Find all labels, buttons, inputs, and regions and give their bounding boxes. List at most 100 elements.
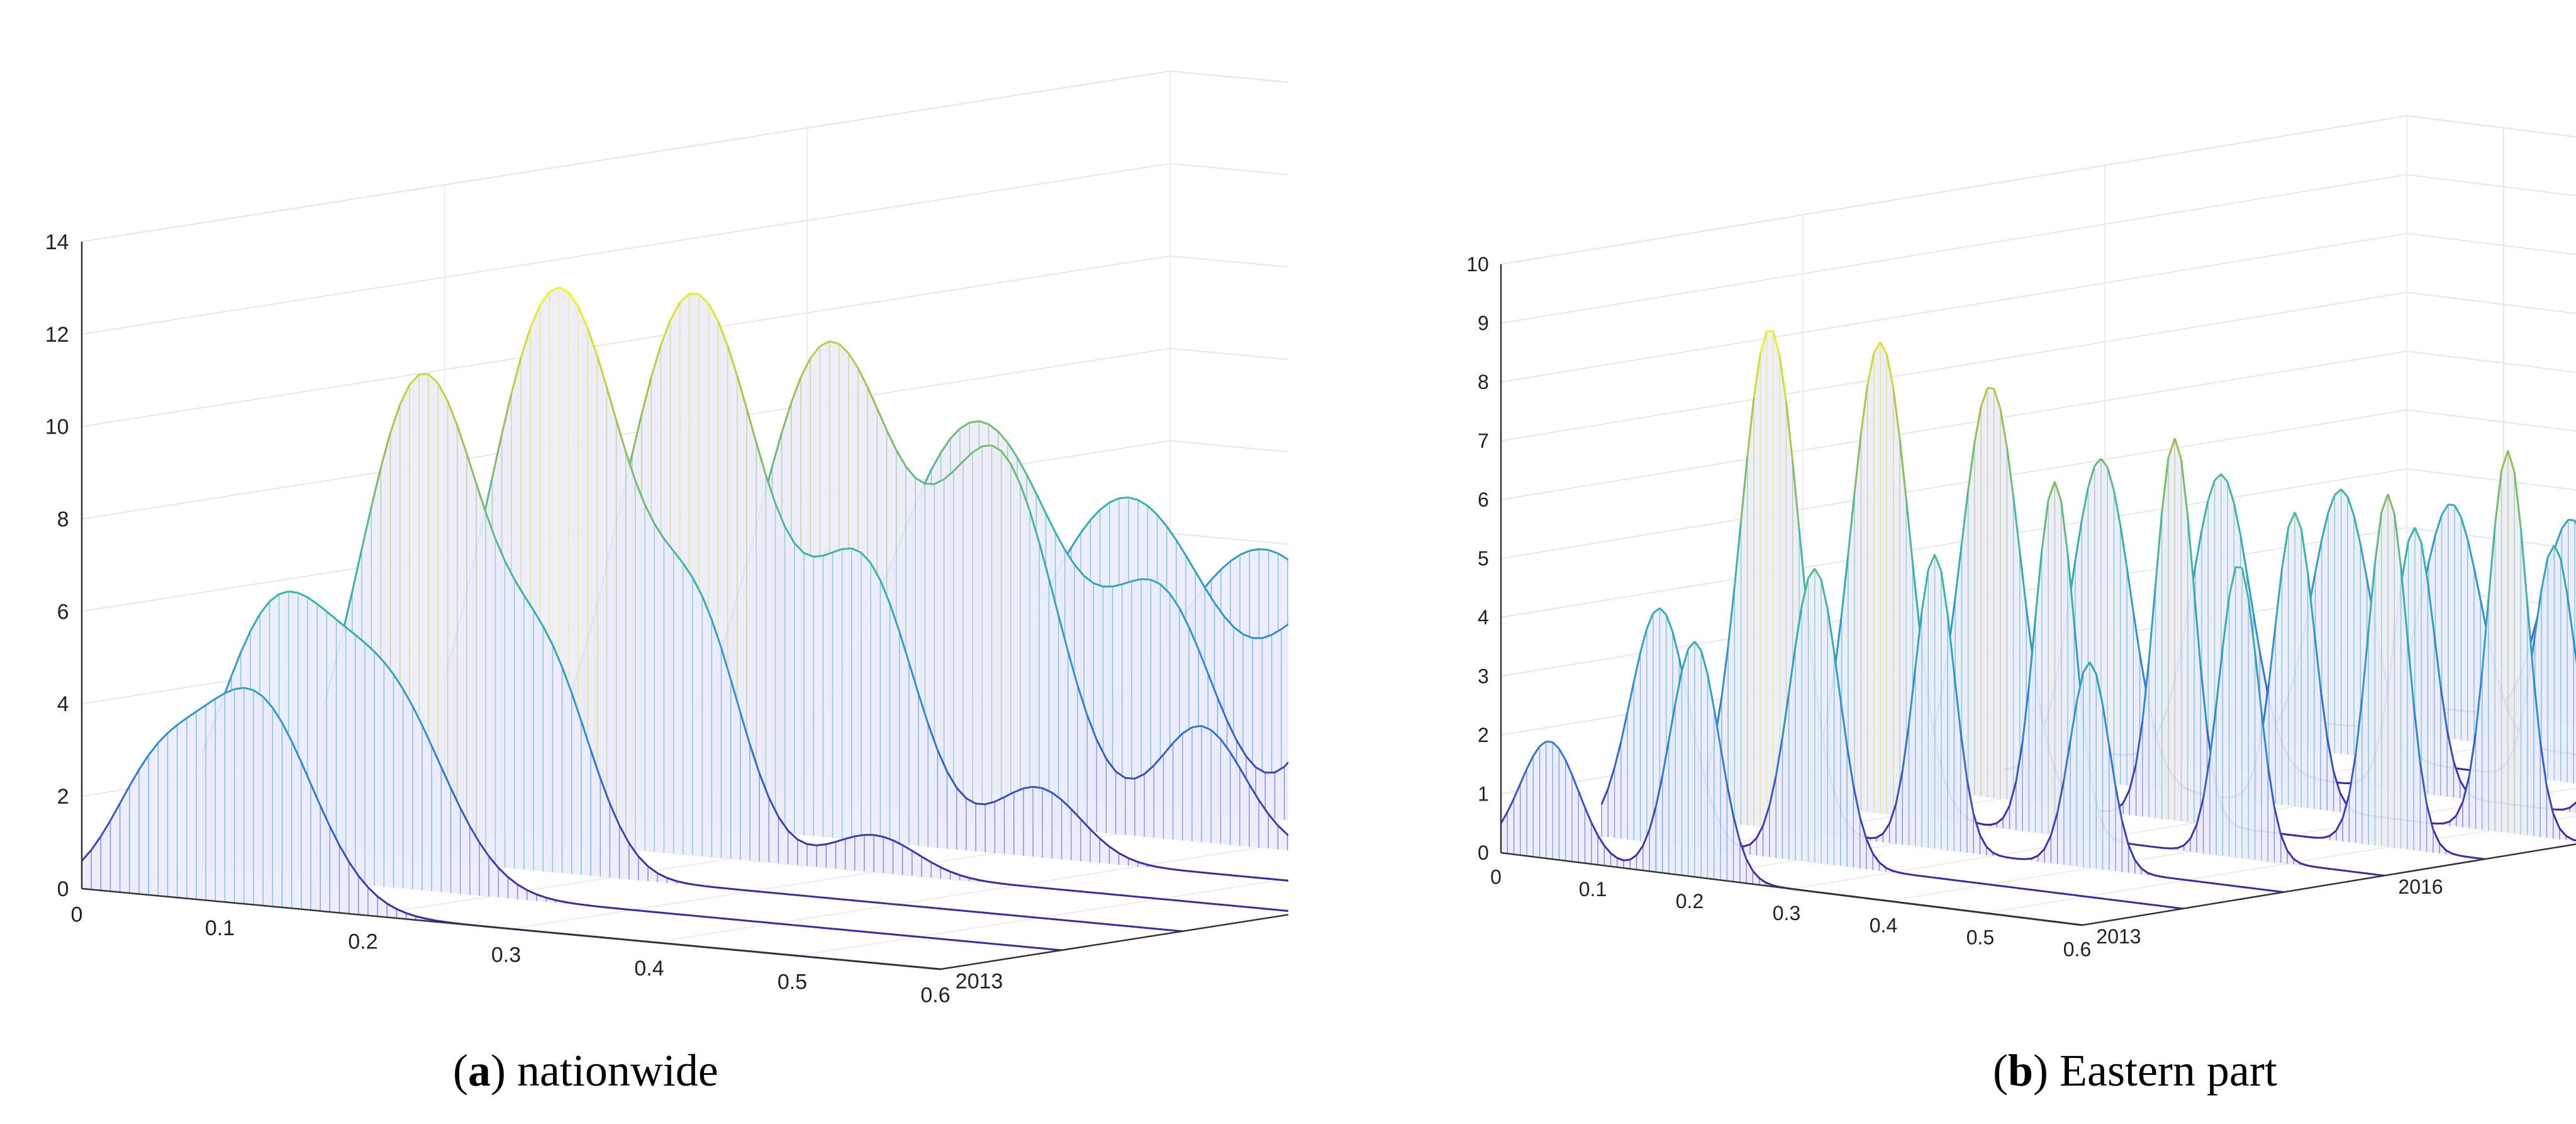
density-ridge-line <box>2219 883 2226 886</box>
density-ridge-line <box>870 931 881 935</box>
density-ridge-line <box>2433 634 2442 687</box>
density-ridge-line <box>1217 903 1227 906</box>
density-ridge-line <box>1197 649 1209 674</box>
density-ridge-line <box>2134 859 2143 870</box>
density-ridge-line <box>2449 814 2457 823</box>
density-ridge-line <box>2539 741 2548 787</box>
density-ridge-line <box>930 861 942 868</box>
density-ridge-fill <box>1501 641 2082 925</box>
density-ridge-line <box>466 453 477 484</box>
density-ridge-line <box>1026 885 1037 889</box>
density-ridge-line <box>2215 647 2224 706</box>
density-ridge-line <box>529 305 541 329</box>
density-ridge-line <box>240 631 252 653</box>
density-ridge-line <box>1076 685 1088 716</box>
density-ridge-line <box>2287 512 2296 528</box>
density-ridge-line <box>1908 667 1917 725</box>
density-ridge-line <box>1090 509 1101 521</box>
density-ridge-line <box>1500 811 1508 824</box>
density-ridge-line <box>1077 920 1087 924</box>
y-tick-label: 2013 <box>956 970 1003 994</box>
density-ridge-line <box>2187 515 2195 592</box>
caption-a-letter: a <box>467 1045 491 1096</box>
density-ridge-line <box>364 642 376 653</box>
density-ridge-line <box>1834 614 1843 667</box>
density-ridge-line <box>1740 456 1749 522</box>
density-ridge-line <box>2193 590 2202 667</box>
density-ridge-line <box>1233 874 1243 878</box>
density-ridge-line <box>2092 896 2099 899</box>
density-ridge-line <box>1007 883 1017 887</box>
density-ridge-line <box>1901 724 1910 772</box>
density-ridge-fill <box>444 287 1303 913</box>
density-ridge-line <box>2147 872 2155 877</box>
density-ridge-line <box>1814 568 1822 580</box>
density-ridge-line <box>1746 397 1755 456</box>
density-ridge-line <box>1885 354 1895 388</box>
density-ridge-line <box>345 626 356 636</box>
density-ridge-line <box>2034 550 2043 619</box>
density-ridge-line <box>2076 672 2085 702</box>
density-ridge-line <box>1966 779 1975 814</box>
density-ridge-line <box>2558 828 2567 837</box>
density-ridge-line <box>1083 575 1095 584</box>
density-ridge-line <box>1070 532 1082 548</box>
density-ridge-line <box>1277 553 1288 561</box>
density-ridge-line <box>1038 542 1050 579</box>
density-ridge-line <box>1207 673 1218 699</box>
z-gridline <box>1500 232 2576 383</box>
density-ridge-line <box>718 917 728 920</box>
x-tick-label: 0.6 <box>920 984 950 1008</box>
density-ridge-line <box>491 434 503 478</box>
density-ridge-line <box>1597 835 1605 846</box>
density-ridge-line <box>2099 897 2105 900</box>
density-ridge-line <box>90 836 102 851</box>
density-ridge-line <box>399 384 411 405</box>
density-ridge-line <box>972 445 983 454</box>
density-ridge-line <box>866 386 878 409</box>
density-ridge-line <box>1131 578 1142 582</box>
density-ridge-line <box>1172 733 1183 744</box>
density-ridge-line <box>1131 895 1141 898</box>
density-ridge-line <box>1778 356 1787 402</box>
density-ridge-line <box>2080 487 2089 521</box>
density-ridge-line <box>978 879 989 883</box>
density-ridge-line <box>2015 742 2024 782</box>
density-ridge-line <box>1058 918 1068 922</box>
density-ridge-line <box>523 595 535 611</box>
x-tick-label: 0.2 <box>348 930 377 953</box>
density-ridge-line <box>1745 858 1754 872</box>
density-ridge-line <box>2552 812 2561 829</box>
density-ridge-line <box>2569 801 2576 809</box>
density-ridge-line <box>2235 566 2243 569</box>
density-ridge-line <box>637 855 649 867</box>
density-ridge-line <box>2012 857 2019 860</box>
density-ridge-line <box>1095 739 1107 760</box>
density-ridge-line <box>2455 802 2464 816</box>
density-ridge-line <box>842 547 852 550</box>
density-ridge-line <box>2462 776 2470 803</box>
density-ridge-line <box>1931 876 1938 879</box>
density-ridge-line <box>1772 331 1781 357</box>
density-ridge-line <box>589 750 601 778</box>
density-ridge-line <box>1169 899 1179 902</box>
x-tick-label: 0.2 <box>1676 890 1703 913</box>
density-ridge-line <box>2534 590 2543 636</box>
density-ridge-line <box>737 919 747 922</box>
density-ridge-line <box>1841 554 1849 615</box>
density-ridge-line <box>1953 672 1962 731</box>
density-ridge-line <box>2348 755 2357 795</box>
density-ridge-line <box>1885 867 1893 872</box>
density-ridge-line <box>1181 726 1193 734</box>
density-ridge-line <box>1519 768 1528 785</box>
density-ridge-line <box>1853 433 1862 493</box>
density-ridge-line <box>1878 862 1887 868</box>
density-ridge-line <box>2228 566 2237 597</box>
density-ridge-line <box>2393 514 2402 566</box>
z-tick-label: 2 <box>1478 724 1489 746</box>
density-ridge-line <box>2373 512 2383 563</box>
density-ridge-line <box>2428 534 2436 563</box>
density-ridge-line <box>628 842 640 857</box>
density-ridge-line <box>584 904 594 908</box>
